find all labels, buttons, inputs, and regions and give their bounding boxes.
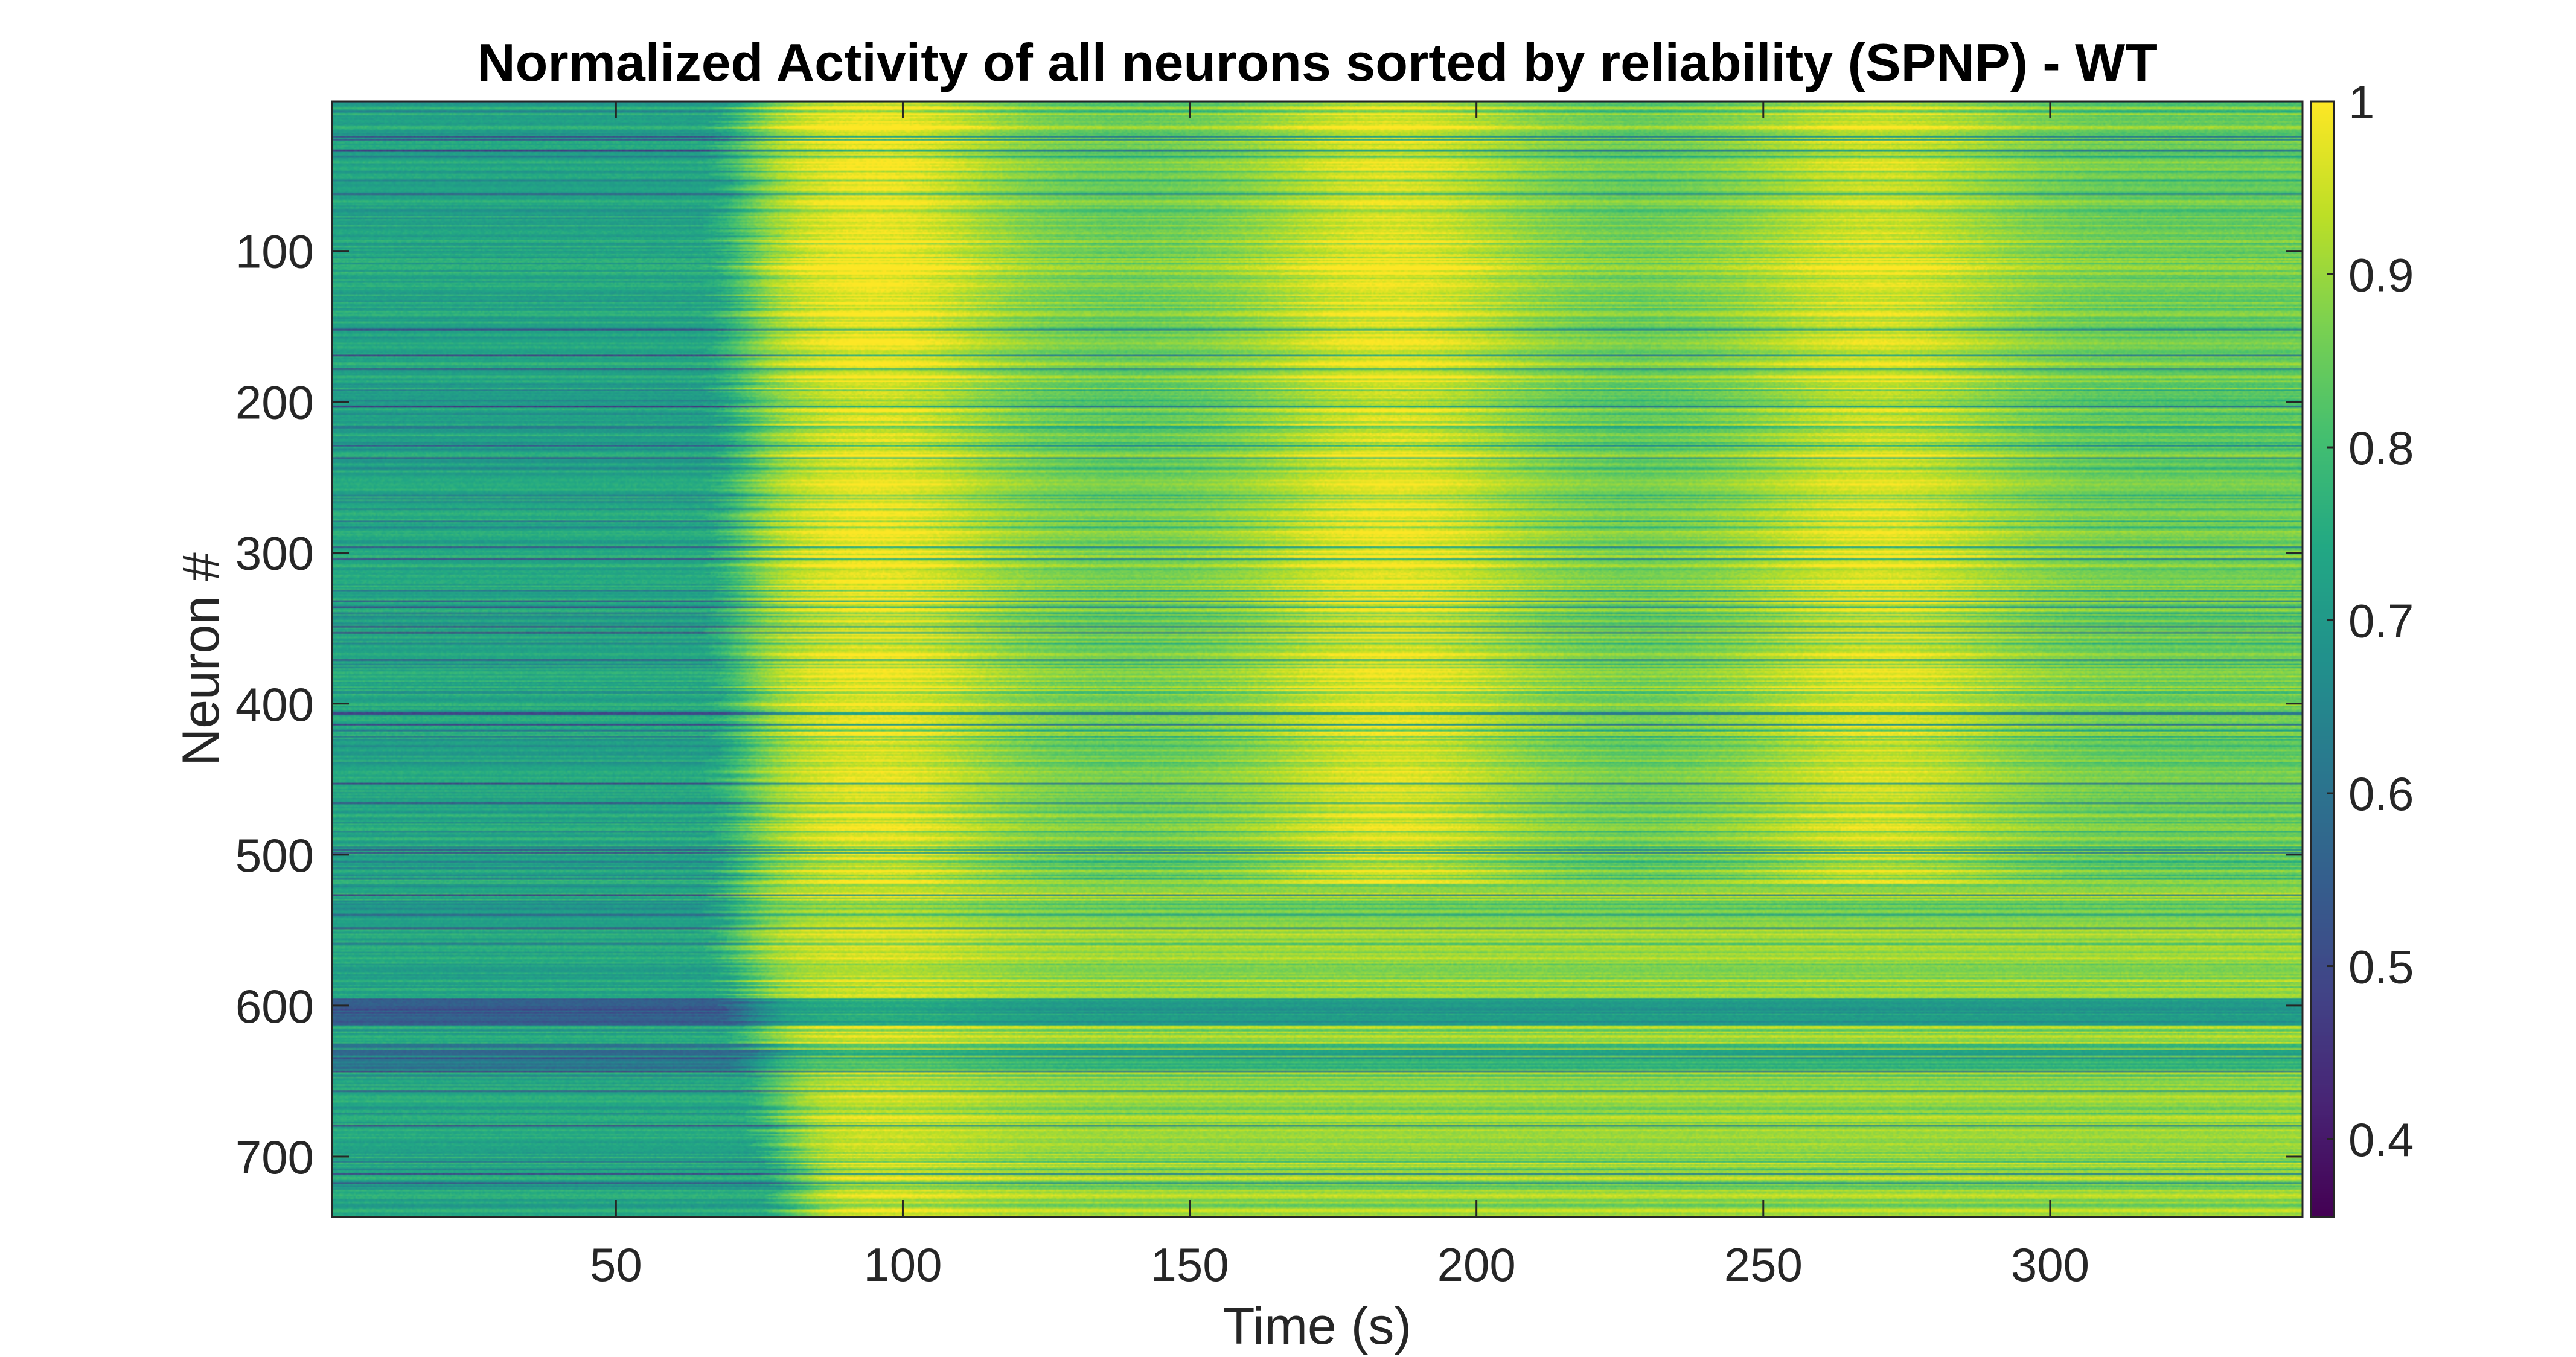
colorbar-tick-label: 0.6 <box>2348 767 2414 820</box>
x-tick-label: 300 <box>2011 1238 2089 1291</box>
y-tick-label: 500 <box>235 829 314 882</box>
heatmap-image <box>332 101 2303 1217</box>
chart-title: Normalized Activity of all neurons sorte… <box>477 33 2158 92</box>
x-tick-label: 50 <box>590 1238 642 1291</box>
y-tick-label: 700 <box>235 1131 314 1184</box>
y-tick-label: 300 <box>235 527 314 580</box>
colorbar-tick-label: 0.8 <box>2348 421 2414 474</box>
y-axis-label: Neuron # <box>172 552 230 766</box>
colorbar-tick-label: 0.4 <box>2348 1113 2414 1166</box>
y-axis-ticks: 100 200 300 400 500 600 700 <box>235 225 2303 1184</box>
x-tick-label: 200 <box>1437 1238 1516 1291</box>
colorbar-tick-label: 0.5 <box>2348 940 2414 994</box>
x-tick-label: 250 <box>1724 1238 1803 1291</box>
y-tick-label: 600 <box>235 980 314 1033</box>
colorbar-tick-label: 0.7 <box>2348 595 2414 648</box>
colorbar-tick-label: 0.9 <box>2348 249 2414 302</box>
colorbar-tick-label: 1 <box>2348 75 2374 129</box>
x-axis-label: Time (s) <box>1223 1297 1411 1355</box>
colorbar-gradient <box>2311 101 2334 1217</box>
colorbar-ticks: 0.4 0.5 0.6 0.7 0.8 0.9 1 <box>2327 75 2414 1166</box>
colorbar-frame <box>2310 100 2335 1218</box>
x-tick-label: 100 <box>863 1238 942 1291</box>
x-tick-label: 150 <box>1151 1238 1229 1291</box>
x-axis-ticks: 50 100 150 200 250 300 <box>590 101 2089 1291</box>
y-tick-label: 400 <box>235 678 314 731</box>
y-tick-label: 200 <box>235 376 314 429</box>
plot-frame <box>331 100 2304 1218</box>
y-tick-label: 100 <box>235 225 314 278</box>
